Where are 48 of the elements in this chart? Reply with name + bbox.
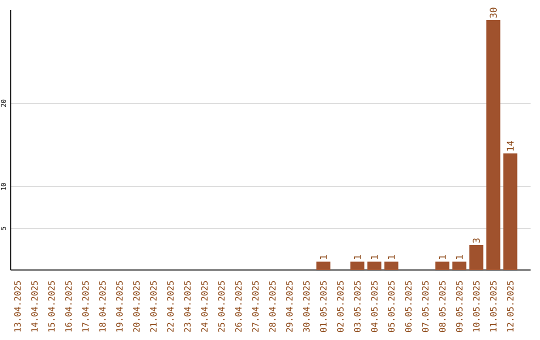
- bar: [350, 262, 364, 270]
- x-tick-label: 22.04.2025: [167, 281, 174, 332]
- bar: [435, 262, 450, 270]
- x-tick-label: 04.05.2025: [371, 281, 378, 332]
- x-tick-label: 25.04.2025: [218, 281, 225, 332]
- data-label: 1: [354, 255, 361, 259]
- x-tick-label: 03.05.2025: [354, 281, 361, 332]
- x-tick-label: 15.04.2025: [48, 281, 55, 332]
- data-label: 1: [388, 255, 395, 259]
- x-tick-label: 02.05.2025: [337, 281, 344, 332]
- x-tick-label: 20.04.2025: [133, 281, 140, 332]
- data-label: 1: [370, 255, 378, 259]
- bar: [486, 20, 500, 270]
- bar: [469, 245, 484, 270]
- x-tick-label: 08.05.2025: [439, 281, 446, 332]
- x-tick-label: 06.05.2025: [405, 281, 412, 332]
- data-label: 1: [456, 255, 463, 259]
- bar: [367, 262, 382, 270]
- bar: [316, 262, 330, 270]
- bar: [452, 262, 466, 270]
- x-tick-label: 26.04.2025: [235, 281, 242, 332]
- data-label: 30: [490, 8, 497, 18]
- data-label: 3: [472, 238, 480, 243]
- x-tick-label: 27.04.2025: [252, 281, 259, 332]
- bar: [384, 262, 398, 270]
- x-tick-label: 12.05.2025: [507, 281, 514, 332]
- data-label: 1: [320, 255, 327, 259]
- x-tick-label: 19.04.2025: [116, 281, 123, 332]
- x-tick-label: 09.05.2025: [456, 281, 463, 332]
- x-tick-label: 01.05.2025: [320, 281, 327, 332]
- bar: [503, 153, 518, 270]
- x-tick-label: 18.04.2025: [99, 281, 106, 332]
- x-tick-label: 24.04.2025: [201, 281, 208, 332]
- x-tick-label: 23.04.2025: [184, 281, 191, 332]
- x-tick-label: 07.05.2025: [422, 281, 429, 332]
- x-tick-label: 10.05.2025: [473, 281, 480, 332]
- data-label: 1: [438, 255, 446, 259]
- x-tick-label: 14.04.2025: [31, 281, 38, 332]
- x-tick-label: 28.04.2025: [269, 281, 276, 332]
- x-tick-label: 21.04.2025: [150, 281, 157, 332]
- x-tick-label: 13.04.2025: [14, 281, 21, 332]
- x-tick-label: 29.04.2025: [286, 281, 293, 332]
- x-tick-label: 30.04.2025: [303, 281, 310, 332]
- data-label: 14: [506, 140, 514, 151]
- x-tick-label: 17.04.2025: [82, 281, 89, 332]
- x-tick-label: 11.05.2025: [490, 281, 497, 332]
- x-tick-label: 16.04.2025: [65, 281, 72, 332]
- x-tick-label: 05.05.2025: [388, 281, 395, 332]
